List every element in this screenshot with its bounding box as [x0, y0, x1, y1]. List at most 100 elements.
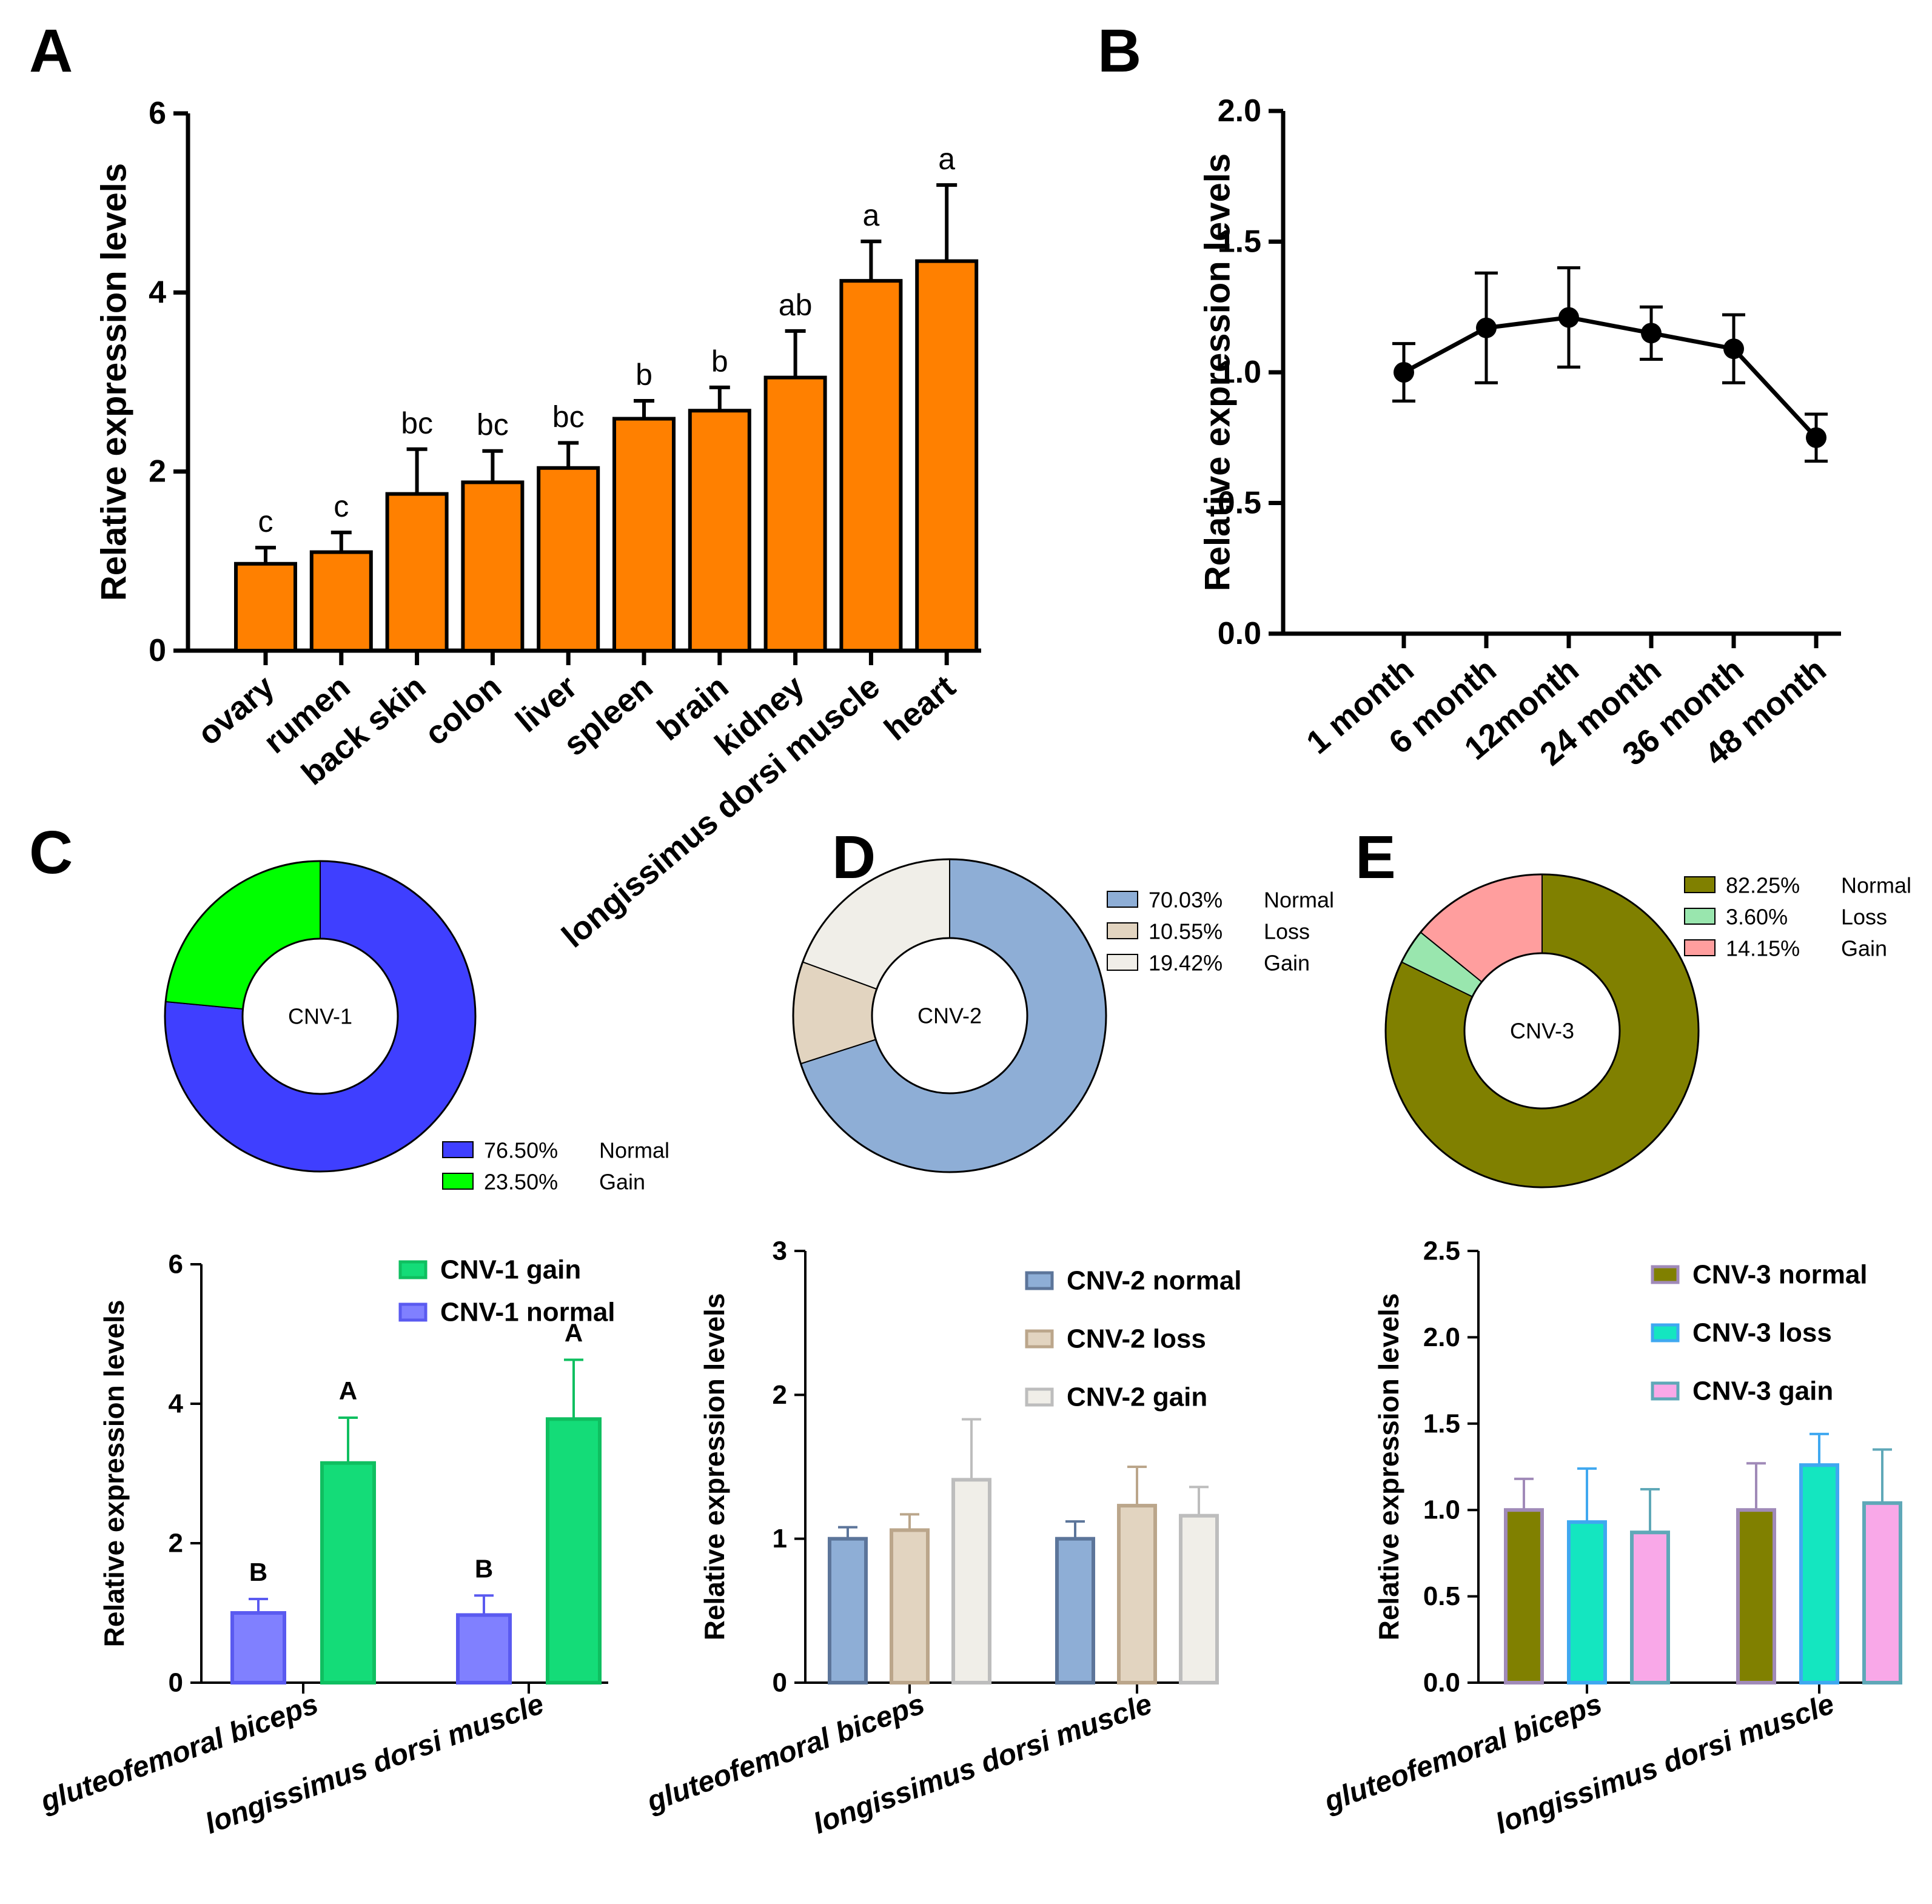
- significance-letter: A: [565, 1319, 583, 1347]
- y-tick-label: 2.0: [1423, 1322, 1460, 1352]
- y-tick-label: 4: [169, 1389, 184, 1419]
- legend-label: CNV-3 normal: [1692, 1260, 1868, 1290]
- significance-letter: b: [711, 344, 728, 378]
- bar-spleen: [612, 417, 676, 652]
- category-label: colon: [418, 668, 508, 753]
- legend-swatch: [1107, 922, 1138, 939]
- significance-letter: c: [258, 504, 273, 538]
- legend-swatch: [1651, 1265, 1680, 1284]
- bar-cnv-3-loss: [1567, 1520, 1607, 1684]
- y-tick-label: 1.5: [1423, 1409, 1460, 1438]
- donut-hole: [871, 937, 1028, 1094]
- bar-cnv-2-loss: [1117, 1504, 1157, 1685]
- y-tick-label: 1.0: [1218, 355, 1261, 390]
- legend-name: Loss: [1264, 919, 1310, 944]
- y-tick-label: 6: [169, 1250, 183, 1279]
- donut-outer-ring: [1384, 873, 1700, 1188]
- bar-brain: [688, 409, 751, 653]
- panel-label-e: E: [1355, 823, 1396, 891]
- bar-cnv-3-loss: [1799, 1463, 1839, 1685]
- legend-swatch: [1025, 1329, 1054, 1349]
- bar-cnv-2-gain: [951, 1478, 991, 1685]
- legend-swatch: [442, 1141, 474, 1158]
- significance-letter: bc: [401, 406, 433, 440]
- legend-percent: 76.50%: [484, 1138, 558, 1163]
- panel-label-d: D: [832, 823, 876, 891]
- data-point: [1558, 307, 1579, 328]
- legend-name: Loss: [1841, 905, 1887, 930]
- y-tick-label: 6: [149, 96, 166, 131]
- data-point: [1806, 427, 1826, 448]
- legend-percent: 70.03%: [1149, 888, 1223, 913]
- y-tick-label: 2.0: [1218, 93, 1261, 129]
- legend-label: CNV-2 normal: [1067, 1266, 1242, 1296]
- bar-ovary: [234, 561, 297, 652]
- bar-cnv-2-normal: [828, 1537, 868, 1685]
- y-tick-label: 0.5: [1423, 1581, 1460, 1611]
- significance-letter: bc: [552, 400, 585, 434]
- donut-center-label: CNV-2: [917, 1004, 982, 1028]
- pie-d-cnv2: CNV-2 70.03% Normal 10.55% Loss 19.42% Gain: [792, 858, 1334, 1173]
- bar-cnv-3-normal: [1504, 1508, 1544, 1684]
- legend-swatch: [1107, 954, 1138, 971]
- y-tick-label: 2: [169, 1529, 183, 1558]
- panel-label-c: C: [29, 819, 73, 887]
- y-axis-title: Relative expression levels: [1373, 1293, 1404, 1641]
- bar-kidney: [763, 375, 827, 652]
- data-point: [1394, 362, 1414, 383]
- significance-letter: b: [636, 358, 652, 392]
- bar-cnv-1-normal: [456, 1613, 512, 1684]
- y-axis-title: Relative expression levels: [699, 1293, 730, 1641]
- y-tick-label: 1.5: [1218, 224, 1261, 260]
- y-tick-label: 0.0: [1218, 616, 1261, 651]
- data-point: [1476, 317, 1497, 338]
- y-tick-label: 2: [773, 1380, 787, 1410]
- data-point: [1641, 323, 1662, 344]
- category-label: heart: [877, 668, 962, 748]
- legend-swatch: [442, 1173, 474, 1190]
- y-tick-label: 3: [773, 1236, 787, 1266]
- legend-percent: 14.15%: [1726, 936, 1800, 961]
- donut-outer-ring: [164, 860, 477, 1173]
- y-tick-label: 2.5: [1423, 1236, 1460, 1266]
- legend-swatch: [1684, 908, 1716, 925]
- significance-letter: c: [334, 489, 349, 523]
- y-tick-label: 1: [773, 1524, 787, 1554]
- legend-swatch: [1025, 1387, 1054, 1407]
- legend-label: CNV-1 normal: [440, 1298, 615, 1327]
- significance-letter: B: [249, 1558, 267, 1586]
- series-line: [1403, 315, 1818, 440]
- legend-percent: 19.42%: [1149, 951, 1223, 976]
- legend-name: Gain: [599, 1170, 645, 1195]
- legend-swatch: [1651, 1323, 1680, 1343]
- significance-letter: a: [862, 198, 879, 232]
- y-axis-title: Relative expression levels: [98, 1300, 130, 1648]
- bar-e-cnv3-expression: 0.0 0.5 1.0 1.5 2.0 2.5 Relative expression le…: [1320, 1236, 1902, 1840]
- y-tick-label: 1.0: [1423, 1495, 1460, 1525]
- significance-letter: A: [339, 1376, 357, 1405]
- bar-cnv-1-gain: [546, 1417, 602, 1685]
- y-tick-label: 0.0: [1423, 1668, 1460, 1698]
- legend-swatch: [1684, 876, 1716, 893]
- y-axis-title: Relative expression levels: [1198, 153, 1238, 591]
- donut-center-label: CNV-1: [288, 1004, 352, 1029]
- pie-c-cnv1: CNV-1 76.50% Normal 23.50% Gain: [164, 860, 669, 1195]
- legend-swatch: [1651, 1381, 1680, 1401]
- legend-label: CNV-3 loss: [1692, 1318, 1832, 1348]
- bar-rumen: [309, 550, 373, 652]
- significance-letter: bc: [477, 408, 509, 442]
- bar-liver: [537, 466, 600, 652]
- legend-percent: 3.60%: [1726, 905, 1788, 930]
- legend-name: Normal: [1264, 888, 1334, 913]
- legend-name: Gain: [1264, 951, 1310, 976]
- panel-label-a: A: [29, 17, 73, 85]
- legend-label: CNV-1 gain: [440, 1255, 581, 1285]
- bar-colon: [461, 480, 525, 652]
- donut-center-label: CNV-3: [1510, 1019, 1574, 1044]
- chart-b-age-expression: 0.0 0.5 1.0 1.5 2.0 Relative expression level…: [1198, 93, 1841, 773]
- significance-letter: ab: [779, 288, 813, 322]
- donut-hole: [241, 937, 399, 1095]
- legend-swatch: [398, 1260, 428, 1279]
